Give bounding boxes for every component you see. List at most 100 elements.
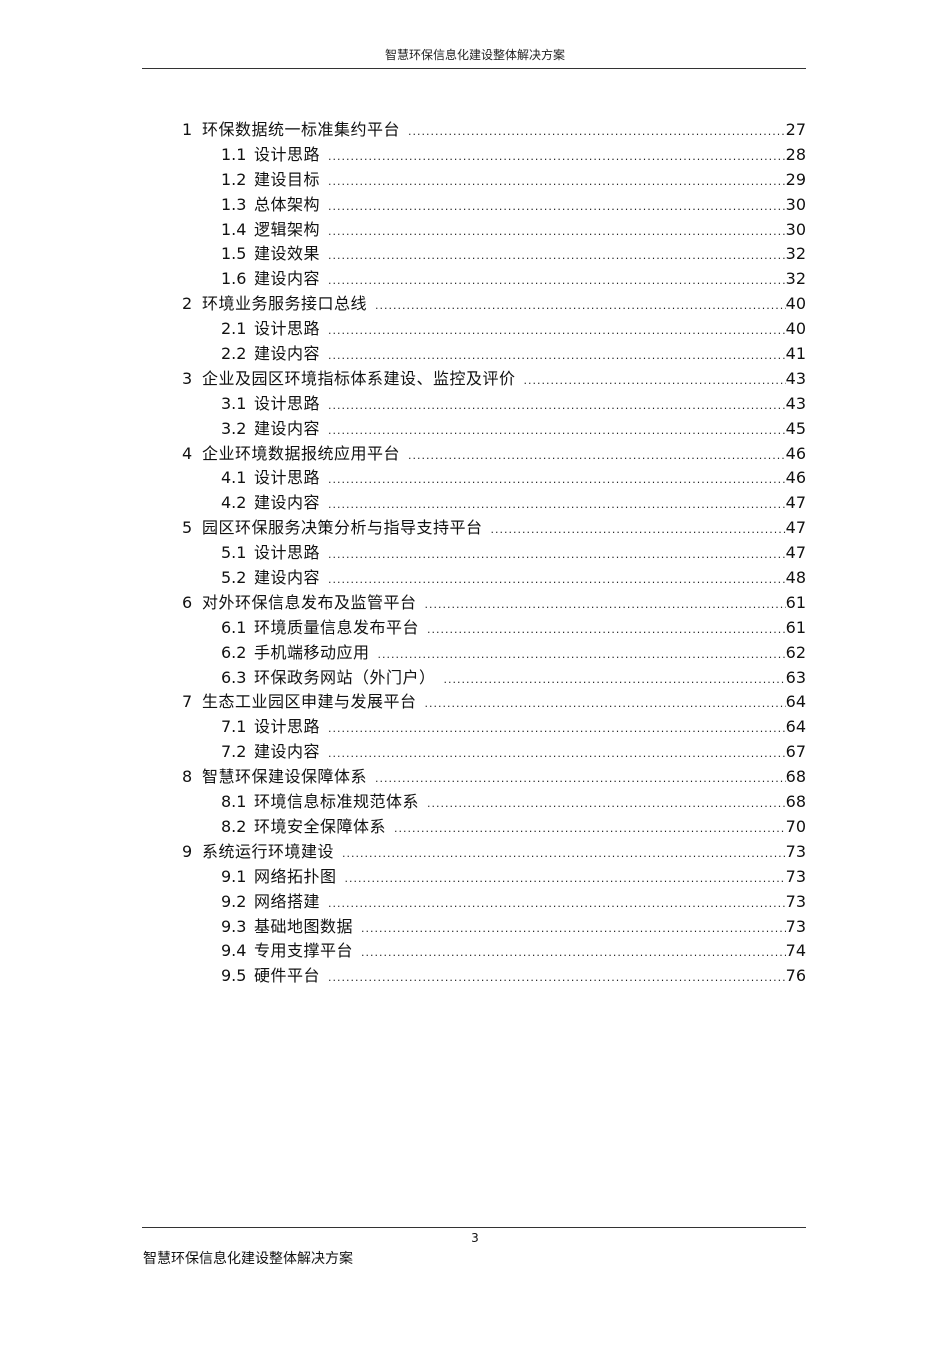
toc-chapter-entry[interactable]: 5 园区环保服务决策分析与指导支持平台 47: [182, 516, 806, 541]
toc-dot-leader: [328, 170, 786, 195]
toc-entry-title: 建设目标: [254, 169, 321, 189]
toc-entry-title: 建设内容: [254, 269, 321, 289]
toc-entry-page: 73: [785, 866, 806, 886]
toc-section-entry[interactable]: 6.2 手机端移动应用 62: [182, 641, 806, 666]
toc-entry-title: 专用支撑平台: [254, 941, 354, 961]
toc-dot-leader: [328, 493, 786, 518]
toc-section-entry[interactable]: 1.2 建设目标 29: [182, 168, 806, 193]
toc-entry-title: 园区环保服务决策分析与指导支持平台: [202, 518, 483, 538]
toc-entry-number: 4.2: [221, 493, 247, 513]
toc-section-entry[interactable]: 8.2 环境安全保障体系 70: [182, 815, 806, 840]
toc-entry-page: 73: [785, 916, 806, 936]
toc-entry-title: 智慧环保建设保障体系: [202, 767, 368, 787]
toc-entry-page: 64: [785, 692, 806, 712]
toc-section-entry[interactable]: 5.2 建设内容 48: [182, 566, 806, 591]
toc-entry-number: 3: [182, 368, 193, 388]
toc-section-entry[interactable]: 6.1 环境质量信息发布平台 61: [182, 616, 806, 641]
toc-chapter-entry[interactable]: 4 企业环境数据报统应用平台 46: [182, 442, 806, 467]
toc-chapter-entry[interactable]: 8 智慧环保建设保障体系 68: [182, 765, 806, 790]
toc-entry-page: 62: [785, 642, 806, 662]
toc-section-entry[interactable]: 2.1 设计思路 40: [182, 317, 806, 342]
toc-entry-title: 环境业务服务接口总线: [202, 294, 368, 314]
toc-entry-number: 6.3: [221, 667, 247, 687]
toc-entry-title: 建设内容: [254, 493, 321, 513]
toc-entry-number: 4.1: [221, 468, 247, 488]
toc-section-entry[interactable]: 8.1 环境信息标准规范体系 68: [182, 790, 806, 815]
toc-chapter-entry[interactable]: 2 环境业务服务接口总线 40: [182, 292, 806, 317]
toc-entry-page: 76: [785, 966, 806, 986]
toc-entry-title: 环保数据统一标准集约平台: [202, 120, 401, 139]
toc-section-entry[interactable]: 7.2 建设内容 67: [182, 740, 806, 765]
toc-entry-number: 5: [182, 518, 193, 538]
toc-entry-number: 5.2: [221, 568, 247, 588]
toc-section-entry[interactable]: 1.3 总体架构 30: [182, 193, 806, 218]
toc-chapter-entry[interactable]: 6 对外环保信息发布及监管平台 61: [182, 591, 806, 616]
toc-entry-title: 逻辑架构: [254, 219, 321, 239]
toc-entry-number: 9.4: [221, 941, 247, 961]
toc-section-entry[interactable]: 9.5 硬件平台 76: [182, 964, 806, 989]
page-header: 智慧环保信息化建设整体解决方案: [384, 48, 565, 62]
toc-chapter-entry[interactable]: 7 生态工业园区申建与发展平台 64: [182, 690, 806, 715]
toc-entry-page: 32: [785, 244, 806, 264]
toc-chapter-entry[interactable]: 1 环保数据统一标准集约平台 27: [182, 118, 806, 143]
toc-entry-number: 9.1: [221, 866, 247, 886]
toc-entry-title: 建设内容: [254, 418, 321, 438]
toc-dot-leader: [328, 966, 786, 991]
toc-section-entry[interactable]: 1.5 建设效果 32: [182, 242, 806, 267]
toc-dot-leader: [328, 419, 786, 444]
toc-dot-leader: [328, 269, 786, 294]
toc-dot-leader: [328, 468, 786, 493]
toc-entry-page: 47: [785, 493, 806, 513]
toc-section-entry[interactable]: 3.1 设计思路 43: [182, 392, 806, 417]
toc-entry-page: 30: [785, 194, 806, 214]
toc-entry-title: 企业环境数据报统应用平台: [202, 443, 401, 463]
toc-entry-page: 47: [785, 518, 806, 538]
toc-chapter-entry[interactable]: 9 系统运行环境建设 73: [182, 840, 806, 865]
toc-dot-leader: [345, 867, 786, 892]
toc-chapter-entry[interactable]: 3 企业及园区环境指标体系建设、监控及评价 43: [182, 367, 806, 392]
toc-section-entry[interactable]: 4.1 设计思路 46: [182, 466, 806, 491]
toc-section-entry[interactable]: 9.3 基础地图数据 73: [182, 915, 806, 940]
toc-dot-leader: [394, 817, 786, 842]
toc-entry-page: 67: [785, 742, 806, 762]
toc-entry-title: 环保政务网站（外门户）: [254, 667, 436, 687]
toc-entry-title: 建设内容: [254, 742, 321, 762]
toc-dot-leader: [328, 319, 786, 344]
toc-section-entry[interactable]: 1.4 逻辑架构 30: [182, 218, 806, 243]
page-number: 3: [471, 1231, 479, 1245]
toc-entry-page: 46: [785, 443, 806, 463]
toc-section-entry[interactable]: 5.1 设计思路 47: [182, 541, 806, 566]
toc-section-entry[interactable]: 4.2 建设内容 47: [182, 491, 806, 516]
toc-dot-leader: [408, 444, 786, 469]
toc-entry-page: 48: [785, 568, 806, 588]
toc-entry-page: 68: [785, 767, 806, 787]
toc-entry-title: 企业及园区环境指标体系建设、监控及评价: [202, 368, 516, 388]
toc-section-entry[interactable]: 9.2 网络搭建 73: [182, 890, 806, 915]
toc-entry-title: 环境信息标准规范体系: [254, 792, 420, 812]
toc-section-entry[interactable]: 7.1 设计思路 64: [182, 715, 806, 740]
toc-section-entry[interactable]: 2.2 建设内容 41: [182, 342, 806, 367]
toc-section-entry[interactable]: 1.6 建设内容 32: [182, 267, 806, 292]
toc-entry-number: 6: [182, 592, 193, 612]
toc-section-entry[interactable]: 9.4 专用支撑平台 74: [182, 939, 806, 964]
toc-entry-number: 9.2: [221, 891, 247, 911]
toc-entry-number: 5.1: [221, 543, 247, 563]
toc-entry-title: 生态工业园区申建与发展平台: [202, 692, 417, 712]
toc-entry-page: 29: [785, 169, 806, 189]
toc-entry-number: 8.2: [221, 816, 247, 836]
toc-entry-title: 设计思路: [254, 717, 321, 737]
toc-section-entry[interactable]: 3.2 建设内容 45: [182, 417, 806, 442]
toc-dot-leader: [328, 717, 786, 742]
toc-section-entry[interactable]: 6.3 环保政务网站（外门户） 63: [182, 666, 806, 691]
toc-entry-number: 1: [182, 120, 193, 139]
toc-entry-number: 7.1: [221, 717, 247, 737]
toc-entry-number: 4: [182, 443, 193, 463]
toc-section-entry[interactable]: 9.1 网络拓扑图 73: [182, 865, 806, 890]
toc-entry-number: 7.2: [221, 742, 247, 762]
toc-entry-page: 64: [785, 717, 806, 737]
toc-dot-leader: [361, 917, 786, 942]
toc-entry-title: 设计思路: [254, 393, 321, 413]
toc-entry-page: 73: [785, 891, 806, 911]
toc-entry-number: 6.1: [221, 617, 247, 637]
toc-section-entry[interactable]: 1.1 设计思路 28: [182, 143, 806, 168]
